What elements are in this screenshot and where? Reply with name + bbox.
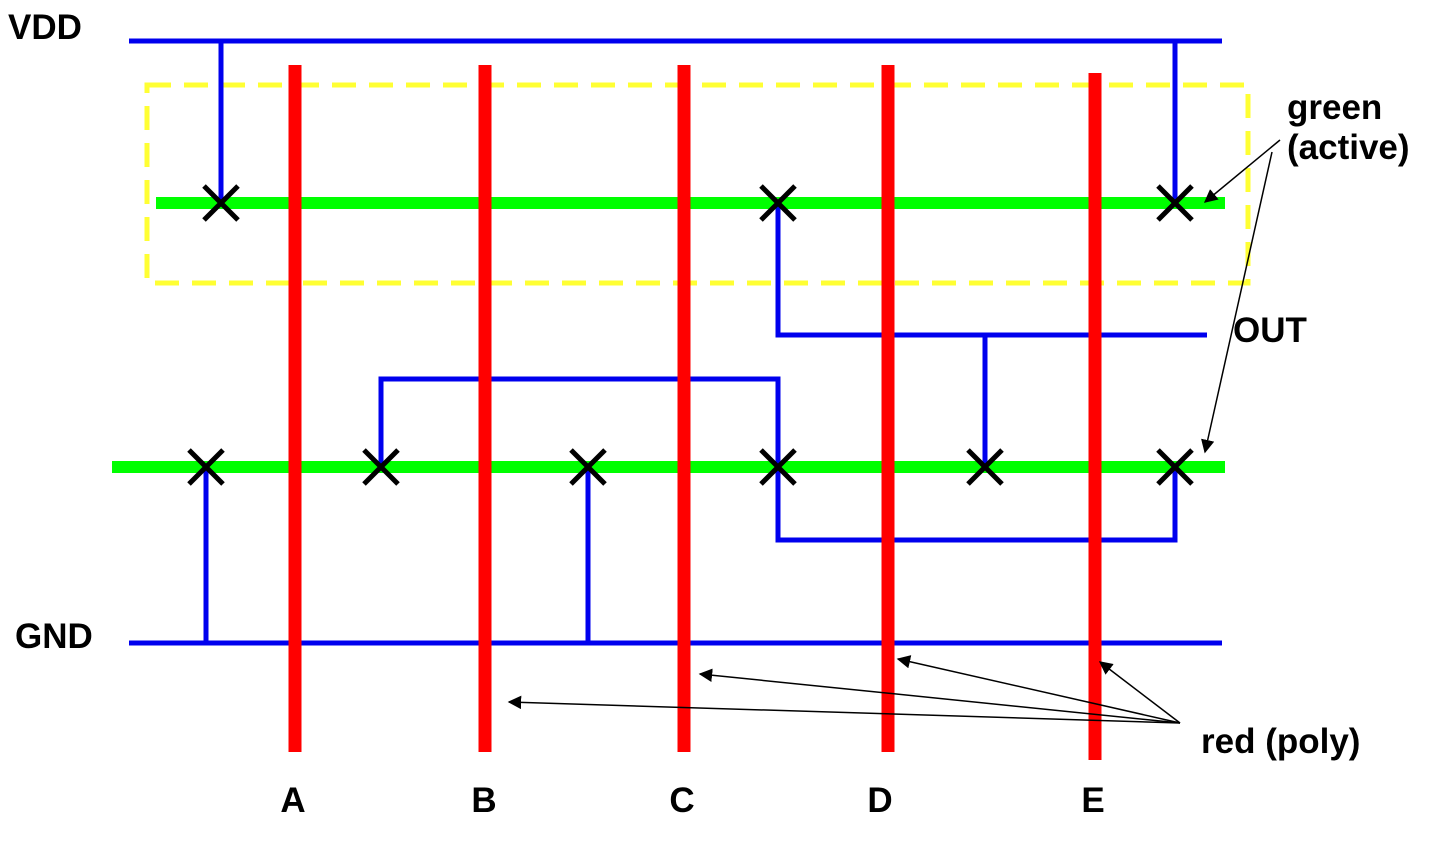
contact-mark	[759, 184, 797, 222]
poly-arrow-e	[1098, 661, 1181, 724]
input-label-c: C	[669, 781, 694, 820]
poly-label: red (poly)	[1201, 722, 1360, 761]
metal-layer	[129, 38, 1222, 646]
contact-mark	[202, 184, 240, 222]
out-label: OUT	[1233, 311, 1307, 350]
poly-layer	[288, 65, 1102, 760]
input-label-a: A	[280, 781, 305, 820]
poly-arrow-b	[507, 695, 1181, 724]
contact-mark	[759, 448, 797, 486]
internal-net-lower	[775, 467, 1178, 543]
input-label-e: E	[1081, 781, 1104, 820]
vdd-label: VDD	[8, 8, 82, 47]
active-label-line2: (active)	[1287, 128, 1410, 167]
input-label-b: B	[471, 781, 496, 820]
input-label-d: D	[867, 781, 892, 820]
active-label-line1: green	[1287, 88, 1382, 127]
contact-mark	[362, 448, 400, 486]
contact-mark	[187, 448, 225, 486]
active-arrow-top	[1203, 139, 1281, 203]
poly-arrow-d	[896, 655, 1181, 724]
poly-arrow-c	[698, 668, 1181, 724]
annotation-arrows	[507, 139, 1281, 724]
active-arrow-bottom	[1201, 151, 1273, 454]
out-net	[775, 203, 1207, 338]
internal-net-upper	[378, 376, 781, 467]
gnd-label: GND	[15, 617, 93, 656]
contact-mark	[966, 448, 1004, 486]
well-outline	[144, 82, 1251, 286]
contact-mark	[1156, 448, 1194, 486]
contacts-layer	[187, 184, 1194, 486]
contact-mark	[569, 448, 607, 486]
contact-mark	[1156, 184, 1194, 222]
